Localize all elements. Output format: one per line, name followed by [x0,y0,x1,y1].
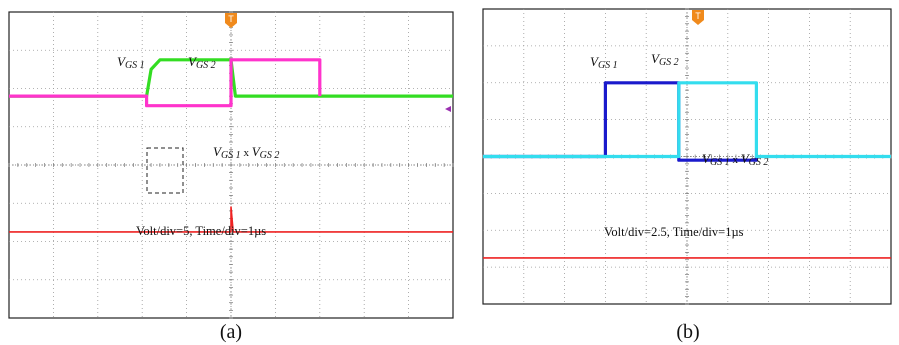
panel-b-label-vgs2: VGS 2 [651,51,679,68]
panel-b-trigger-icon: T [692,10,704,25]
trace-a-1 [9,58,322,108]
panel-b-traces [483,81,891,259]
panel-b-label-vgs1: VGS 1 [590,54,618,71]
panel-a-traces [9,58,453,233]
panel-b-caption: (b) [676,321,699,343]
trace-b-1 [483,81,891,159]
panel-a: T VGS 1 VGS 2 VGS 1 x VGS 2 Volt/div=5, … [8,11,454,343]
panel-a-trigger-icon: T [225,13,237,28]
panel-a-caption: (a) [220,321,242,343]
svg-text:T: T [695,11,701,21]
panel-a-label-vgs1: VGS 1 [117,54,145,71]
trace-a-2 [9,206,453,233]
panel-a-label-product: VGS 1 x VGS 2 [213,144,279,161]
panel-a-dashed-box [146,147,184,194]
panel-a-annotation: Volt/div=5, Time/div=1µs [136,224,266,238]
panel-a-label-vgs2: VGS 2 [188,54,216,71]
panel-b-annotation: Volt/div=2.5, Time/div=1µs [604,225,744,239]
panel-b-label-product: VGS 1 x VGS 2 [702,151,768,168]
panel-a-level-marker-icon [445,106,451,112]
panel-a-grid [8,11,454,319]
panel-b: T VGS 1 VGS 2 VGS 1 x VGS 2 Volt/div=2.5… [482,8,892,343]
svg-text:T: T [228,14,234,24]
